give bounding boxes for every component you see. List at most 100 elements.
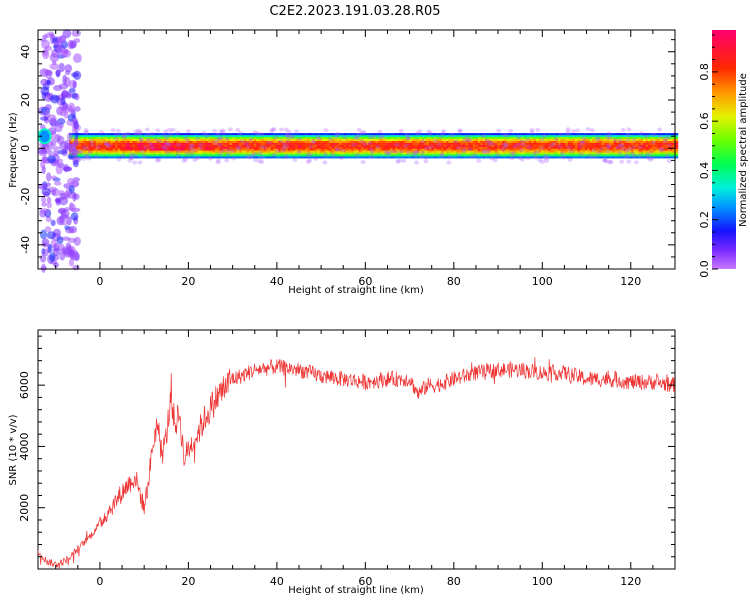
spectrogram-x-tick-label: 80 <box>447 275 461 288</box>
spectrogram-haze <box>89 142 95 147</box>
spectrogram-cell <box>246 133 250 136</box>
spectrogram-cell <box>662 140 666 143</box>
spectrogram-cell <box>562 136 567 139</box>
spectrogram-cell <box>390 133 394 136</box>
spectrogram-cell <box>553 142 557 145</box>
spectrogram-cell <box>176 146 180 149</box>
spectrogram-cell <box>343 136 348 139</box>
spectrogram-cell <box>280 138 284 141</box>
spectrogram-cell <box>470 146 474 149</box>
spectrogram-cell <box>232 140 236 143</box>
spectrogram-cell <box>341 144 345 147</box>
spectrogram-cell <box>433 135 438 138</box>
spectrogram-cell <box>657 135 662 138</box>
spectrogram-noise-blob <box>40 38 47 43</box>
spectrogram-noise-blob <box>71 148 80 156</box>
spectrogram-cell <box>263 135 267 138</box>
spectrogram-cell <box>134 148 139 151</box>
spectrogram-cell <box>229 138 233 141</box>
spectrogram-cell <box>392 140 396 143</box>
spectrogram-cell <box>219 138 224 141</box>
spectrogram-cell <box>227 154 231 157</box>
spectrogram-haze <box>456 145 462 150</box>
spectrogram-cell <box>375 140 379 143</box>
spectrogram-cell <box>390 152 394 155</box>
spectrogram-cell <box>570 136 574 139</box>
spectrogram-cell <box>536 150 540 153</box>
spectrogram-cell <box>90 135 95 138</box>
spectrogram-cell <box>251 133 255 136</box>
spectrogram-haze <box>504 133 510 138</box>
spectrogram-cell <box>667 135 671 138</box>
spectrogram-cell <box>200 156 204 159</box>
snr-y-axis-label: SNR (10 * v/v) <box>8 414 19 485</box>
spectrogram-cell <box>88 135 92 138</box>
spectrogram-haze <box>395 159 401 164</box>
spectrogram-cell <box>438 156 443 159</box>
spectrogram-cell <box>609 156 613 159</box>
spectrogram-haze <box>469 154 475 159</box>
spectrogram-cell <box>168 133 173 136</box>
spectrogram-cell <box>137 135 141 138</box>
spectrogram-cell <box>548 144 552 147</box>
spectrogram-cell <box>275 133 280 136</box>
spectrogram-cell <box>633 140 637 143</box>
spectrogram-cell <box>541 135 545 138</box>
spectrogram-cell <box>222 136 226 139</box>
spectrogram-cell <box>154 142 158 145</box>
spectrogram-cell <box>149 138 153 141</box>
spectrogram-haze <box>227 127 233 132</box>
spectrogram-cell <box>516 136 520 139</box>
spectrogram-cell <box>256 146 260 149</box>
spectrogram-cell <box>399 156 404 159</box>
spectrogram-cell <box>227 146 231 149</box>
spectrogram-cell <box>236 146 241 149</box>
spectrogram-cell <box>314 140 319 143</box>
spectrogram-noise-blob <box>62 166 72 172</box>
spectrogram-cell <box>188 142 192 145</box>
spectrogram-cell <box>356 154 360 157</box>
spectrogram-cell <box>436 156 440 159</box>
spectrogram-noise-blob <box>40 196 47 203</box>
spectrogram-cell <box>582 152 586 155</box>
spectrogram-haze <box>561 155 566 160</box>
spectrogram-cell <box>606 154 611 157</box>
spectrogram-cell <box>124 144 129 147</box>
spectrogram-noise-blob <box>64 64 73 73</box>
spectrogram-cell <box>378 133 382 136</box>
spectrogram-cell <box>660 148 664 151</box>
spectrogram-haze <box>447 155 453 160</box>
spectrogram-cell <box>360 136 365 139</box>
spectrogram-cell <box>295 144 299 147</box>
spectrogram-cell <box>399 142 404 145</box>
chart-title: C2E2.2023.191.03.28.R05 <box>269 4 440 19</box>
spectrogram-cell <box>188 140 192 143</box>
spectrogram-cell <box>146 148 151 151</box>
spectrogram-cell <box>504 146 508 149</box>
spectrogram-cell <box>219 146 224 149</box>
spectrogram-cell <box>117 140 121 143</box>
spectrogram-haze <box>259 132 264 137</box>
spectrogram-cell <box>635 144 640 147</box>
spectrogram-noise-blob <box>53 243 60 252</box>
spectrogram-cell <box>662 144 666 147</box>
spectrogram-cell <box>414 133 418 136</box>
spectrogram-cell <box>455 135 460 138</box>
spectrogram-cell <box>616 135 620 138</box>
spectrogram-cell <box>589 140 593 143</box>
spectrogram-cell <box>326 142 331 145</box>
spectrogram-cell <box>450 136 455 139</box>
spectrogram-cell <box>380 150 384 153</box>
spectrogram-cell <box>380 156 384 159</box>
spectrogram-cell <box>414 154 418 157</box>
spectrogram-cell <box>314 142 319 145</box>
spectrogram-cell <box>382 154 387 157</box>
spectrogram-cell <box>453 135 457 138</box>
spectrogram-cell <box>665 133 669 136</box>
spectrogram-haze <box>259 160 265 164</box>
spectrogram-cell <box>195 136 199 139</box>
spectrogram-cell <box>214 136 219 139</box>
spectrogram-cell <box>283 136 287 139</box>
spectrogram-cell <box>631 150 635 153</box>
spectrogram-cell <box>577 140 581 143</box>
